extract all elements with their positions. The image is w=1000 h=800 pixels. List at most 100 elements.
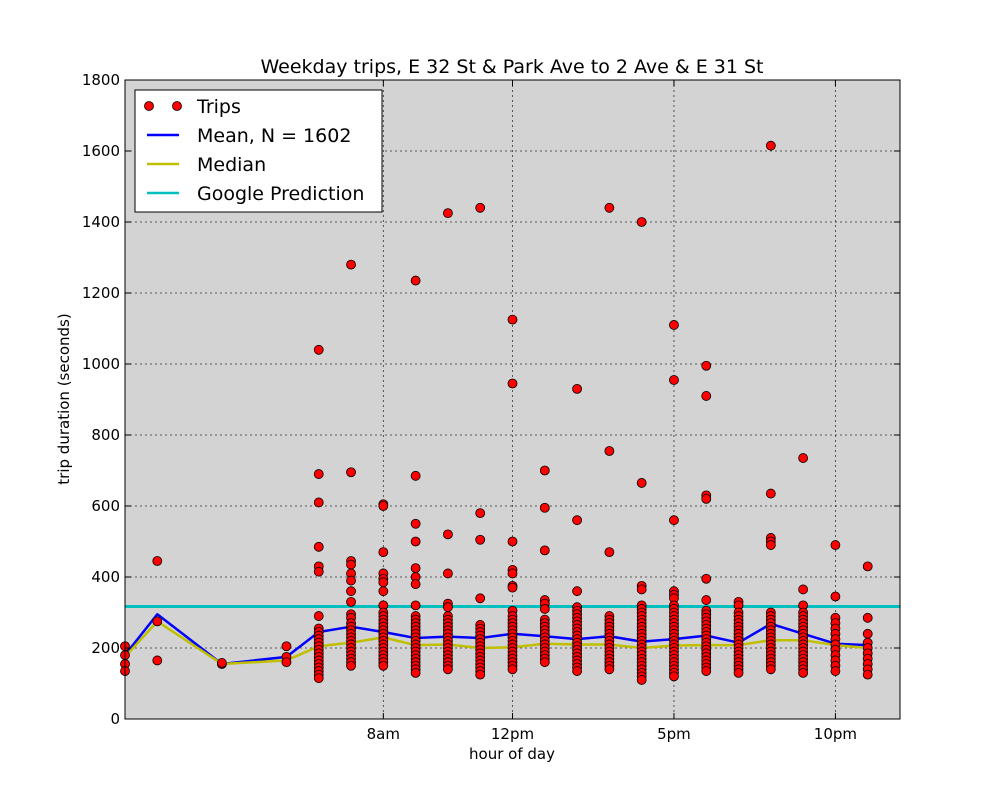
y-tick-label: 200 bbox=[91, 639, 120, 657]
trip-point bbox=[701, 360, 712, 371]
trip-points bbox=[120, 140, 873, 685]
trip-point bbox=[216, 658, 227, 668]
trip-point bbox=[701, 666, 712, 676]
trip-point bbox=[410, 667, 421, 678]
legend-label: Mean, N = 1602 bbox=[197, 125, 351, 147]
trip-point bbox=[765, 664, 776, 675]
legend-marker bbox=[144, 101, 154, 111]
trip-point bbox=[152, 616, 163, 627]
trip-point bbox=[443, 568, 453, 579]
trip-point bbox=[507, 378, 518, 389]
trip-point bbox=[507, 664, 518, 675]
x-tick-label: 12pm bbox=[491, 725, 534, 743]
trip-point bbox=[313, 344, 324, 355]
trip-point bbox=[572, 383, 582, 394]
trip-point bbox=[410, 563, 421, 574]
mean-line bbox=[124, 613, 868, 666]
y-tick-label: 0 bbox=[110, 710, 120, 728]
trip-point bbox=[346, 575, 356, 586]
median-line bbox=[124, 620, 868, 666]
legend-marker bbox=[172, 101, 182, 111]
trip-point bbox=[798, 667, 809, 678]
trip-point bbox=[862, 669, 873, 680]
trip-point bbox=[572, 666, 582, 676]
trip-point bbox=[669, 320, 679, 330]
legend-label: Trips bbox=[196, 96, 241, 118]
trip-point bbox=[701, 573, 712, 584]
trip-point bbox=[313, 497, 324, 508]
trip-point bbox=[475, 508, 486, 518]
trip-point bbox=[604, 547, 615, 558]
y-tick-label: 1800 bbox=[82, 71, 120, 89]
trip-point bbox=[475, 534, 486, 545]
trip-point bbox=[475, 202, 486, 213]
trip-point bbox=[152, 556, 163, 566]
y-tick-label: 800 bbox=[91, 426, 120, 444]
trip-point bbox=[572, 515, 582, 526]
x-axis-title: hour of day bbox=[469, 745, 555, 763]
y-tick-label: 1600 bbox=[82, 142, 120, 160]
legend-label: Google Prediction bbox=[197, 183, 364, 205]
trip-point bbox=[410, 518, 421, 529]
trip-point bbox=[346, 596, 356, 607]
trip-point bbox=[346, 660, 356, 671]
trip-point bbox=[346, 559, 356, 570]
trip-point bbox=[346, 259, 356, 270]
chart-title: Weekday trips, E 32 St & Park Ave to 2 A… bbox=[261, 56, 764, 78]
trip-point bbox=[798, 453, 809, 463]
trip-point bbox=[669, 375, 679, 385]
trip-point bbox=[572, 586, 582, 597]
trip-point bbox=[539, 465, 550, 476]
trip-point bbox=[798, 584, 809, 595]
trip-point bbox=[443, 529, 453, 540]
trip-point bbox=[507, 314, 518, 325]
trip-point bbox=[701, 391, 712, 401]
trip-point bbox=[830, 540, 841, 550]
trip-point bbox=[507, 568, 518, 579]
trip-point bbox=[281, 657, 292, 668]
trip-point bbox=[443, 602, 453, 613]
trip-point bbox=[701, 493, 712, 504]
y-tick-label: 600 bbox=[91, 497, 120, 515]
trip-point bbox=[765, 140, 776, 151]
axis-ticks: 8am 12pm 5pm 10pm 0 200 400 600 800 1000 1200 1400 1… bbox=[82, 71, 900, 743]
trip-point bbox=[346, 467, 356, 478]
trip-point bbox=[830, 591, 841, 602]
x-tick-label: 5pm bbox=[657, 725, 691, 743]
trip-point bbox=[475, 669, 486, 680]
trip-point bbox=[604, 664, 615, 675]
trip-point bbox=[862, 561, 873, 572]
trip-point bbox=[604, 202, 615, 213]
trip-point bbox=[669, 515, 679, 526]
trip-point bbox=[378, 547, 389, 558]
trip-point bbox=[443, 208, 453, 219]
trip-point bbox=[733, 667, 744, 678]
trip-point bbox=[378, 660, 389, 671]
x-tick-label: 8am bbox=[367, 725, 400, 743]
y-tick-label: 400 bbox=[91, 568, 120, 586]
y-tick-label: 1400 bbox=[82, 213, 120, 231]
trip-point bbox=[313, 469, 324, 479]
trip-point bbox=[636, 584, 647, 595]
trip-point bbox=[378, 577, 389, 588]
trip-point bbox=[410, 470, 421, 481]
trip-point bbox=[507, 536, 518, 547]
trip-point bbox=[636, 217, 647, 227]
trip-point bbox=[862, 612, 873, 623]
y-tick-label: 1000 bbox=[82, 355, 120, 373]
x-tick-label: 10pm bbox=[814, 725, 857, 743]
trip-point bbox=[604, 446, 615, 456]
trip-point bbox=[410, 275, 421, 286]
trip-point bbox=[410, 536, 421, 547]
trip-point bbox=[313, 566, 324, 577]
trip-point bbox=[636, 675, 647, 685]
series-lines bbox=[124, 613, 868, 666]
trip-point bbox=[765, 488, 776, 499]
trip-point bbox=[539, 657, 550, 668]
trip-point bbox=[830, 666, 841, 676]
legend: Trips Mean, N = 1602 Median Google Predicti… bbox=[134, 89, 383, 213]
trip-point bbox=[475, 593, 486, 604]
y-axis-title: trip duration (seconds) bbox=[55, 313, 73, 484]
trip-point bbox=[669, 671, 679, 682]
